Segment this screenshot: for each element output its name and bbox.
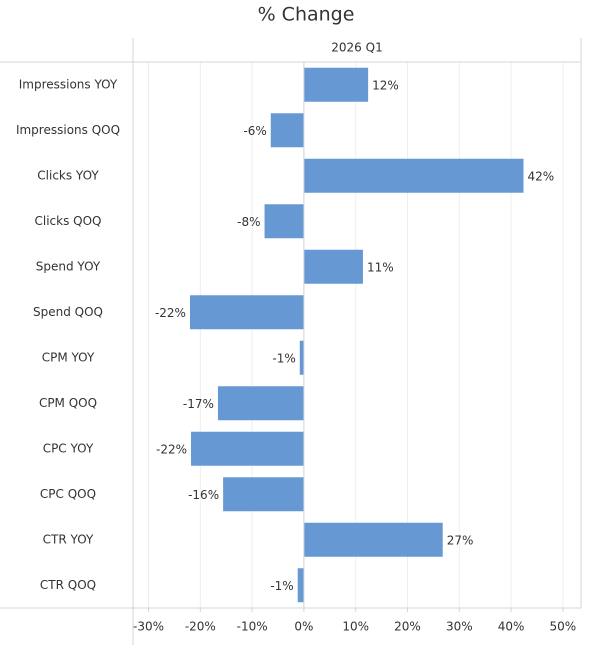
x-tick-label: -10% bbox=[237, 620, 268, 634]
bar bbox=[191, 431, 304, 466]
y-tick-label: Spend YOY bbox=[36, 259, 101, 273]
value-label: -16% bbox=[188, 488, 219, 502]
bar bbox=[189, 295, 304, 330]
value-label: 11% bbox=[367, 260, 394, 274]
y-tick-label: Impressions QOQ bbox=[16, 123, 120, 137]
x-tick-label: -20% bbox=[185, 620, 216, 634]
y-tick-label: CPC YOY bbox=[43, 441, 94, 455]
y-tick-label: Clicks QOQ bbox=[35, 214, 102, 228]
value-label: -22% bbox=[155, 306, 186, 320]
bar bbox=[264, 204, 304, 239]
y-tick-label: CPM YOY bbox=[42, 350, 95, 364]
value-label: 42% bbox=[528, 169, 555, 183]
y-tick-label: CPM QOQ bbox=[39, 396, 97, 410]
value-label: -8% bbox=[237, 215, 260, 229]
chart-title: % Change bbox=[258, 4, 355, 26]
value-label: -17% bbox=[183, 397, 214, 411]
value-label: -6% bbox=[243, 124, 266, 138]
value-label: 27% bbox=[447, 533, 474, 547]
column-header: 2026 Q1 bbox=[331, 41, 382, 55]
bar bbox=[299, 340, 304, 375]
y-tick-label: Spend QOQ bbox=[33, 305, 103, 319]
bar bbox=[303, 249, 363, 284]
x-tick-label: 20% bbox=[394, 620, 421, 634]
y-tick-label: CTR QOQ bbox=[40, 578, 96, 592]
x-tick-label: 10% bbox=[342, 620, 369, 634]
bar bbox=[297, 568, 304, 603]
value-label: -1% bbox=[272, 351, 295, 365]
value-label: -1% bbox=[270, 579, 293, 593]
bar bbox=[303, 158, 524, 193]
bar bbox=[303, 67, 369, 102]
y-tick-label: Clicks YOY bbox=[37, 168, 99, 182]
y-tick-label: CPC QOQ bbox=[40, 487, 96, 501]
bar bbox=[303, 522, 443, 557]
y-tick-label: CTR YOY bbox=[43, 532, 94, 546]
bar bbox=[217, 386, 304, 421]
x-tick-label: 0% bbox=[294, 620, 313, 634]
x-tick-label: -30% bbox=[133, 620, 164, 634]
bar bbox=[223, 477, 304, 512]
value-label: 12% bbox=[372, 78, 399, 92]
x-tick-label: 40% bbox=[498, 620, 525, 634]
x-tick-label: 30% bbox=[446, 620, 473, 634]
x-tick-label: 50% bbox=[550, 620, 577, 634]
value-label: -22% bbox=[156, 442, 187, 456]
y-tick-label: Impressions YOY bbox=[19, 77, 118, 91]
bar bbox=[270, 113, 304, 148]
